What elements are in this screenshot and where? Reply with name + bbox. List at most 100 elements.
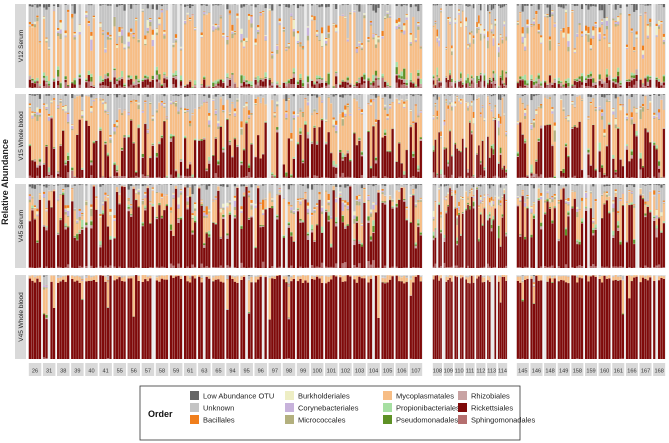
bar-segment (158, 192, 161, 203)
bar-segment (71, 125, 74, 130)
bar-segment (594, 169, 597, 171)
bar-segment (200, 184, 203, 186)
bar-segment (353, 12, 356, 85)
bar-segment (137, 176, 140, 178)
bar-segment (438, 46, 440, 79)
bar-segment (505, 132, 507, 135)
bar-segment (71, 98, 74, 125)
bar-segment (115, 79, 119, 82)
bar-segment (174, 42, 178, 71)
bar-segment (85, 94, 88, 96)
bar-segment (530, 124, 533, 125)
bar-segment (160, 100, 164, 103)
bar-segment (149, 81, 152, 88)
bar-segment (163, 103, 166, 104)
bar-segment (273, 117, 276, 175)
bar-segment (78, 94, 81, 96)
bar-segment (639, 107, 642, 109)
bar-segment (483, 33, 486, 36)
bar-segment (355, 94, 359, 101)
bar-segment (242, 107, 246, 109)
bar-segment (212, 99, 215, 100)
bar-segment (445, 49, 448, 77)
bar-segment (240, 161, 243, 164)
bar-segment (544, 81, 547, 83)
bar-segment (377, 79, 380, 86)
bar-segment (52, 148, 56, 149)
bar-segment (71, 17, 74, 19)
bar-segment (135, 75, 138, 76)
bar-segment (101, 33, 105, 35)
bar-segment (205, 4, 208, 6)
bar-segment (434, 106, 437, 139)
bar-segment (445, 82, 448, 88)
bar-segment (42, 103, 46, 105)
bar-segment (299, 133, 302, 135)
bar-segment (469, 87, 471, 88)
bar-segment (544, 97, 547, 126)
bar-segment (414, 41, 417, 43)
bar-segment (488, 95, 491, 103)
bar-segment (193, 138, 197, 140)
bar-segment (605, 74, 608, 77)
bar-segment (118, 184, 121, 185)
bar-segment (381, 94, 384, 98)
bar-segment (434, 21, 437, 23)
bar-segment (301, 163, 305, 178)
bar-segment (469, 44, 471, 47)
bar-segment (254, 44, 257, 46)
bar-segment (454, 106, 457, 107)
bar-segment (621, 105, 625, 107)
bar-segment (454, 94, 457, 96)
bar-segment (580, 94, 584, 99)
bar-segment (301, 94, 305, 113)
bar-segment (562, 111, 565, 169)
bar-segment (214, 80, 217, 84)
bar-segment (369, 102, 373, 105)
bar-segment (657, 26, 661, 29)
bar-segment (127, 201, 130, 205)
bar-segment (567, 82, 570, 87)
bar-segment (346, 4, 349, 5)
bar-segment (214, 28, 217, 30)
bar-segment (299, 94, 302, 95)
bar-segment (292, 19, 295, 29)
bar-segment (386, 4, 389, 5)
bar-segment (193, 4, 197, 27)
bar-segment (497, 4, 500, 6)
bar-segment (447, 79, 449, 88)
bar-segment (560, 94, 563, 100)
bar-segment (45, 187, 48, 209)
bar-segment (497, 86, 500, 88)
bar-segment (605, 4, 608, 18)
bar-segment (193, 216, 197, 221)
bar-segment (296, 115, 300, 117)
bar-segment (479, 162, 482, 165)
bar-segment (619, 87, 622, 88)
bar-segment (264, 94, 267, 104)
bar-segment (440, 138, 442, 170)
bar-segment (31, 118, 34, 161)
bar-segment (641, 50, 645, 55)
bar-segment (135, 171, 138, 173)
bar-segment (130, 31, 133, 33)
bar-segment (198, 108, 201, 109)
bar-segment (177, 208, 180, 209)
bar-segment (492, 154, 495, 177)
bar-segment (662, 128, 665, 129)
bar-segment (163, 195, 166, 210)
bar-segment (414, 104, 417, 106)
bar-segment (398, 21, 401, 25)
bar-segment (483, 121, 486, 167)
bar-segment (90, 184, 93, 205)
bar-segment (208, 85, 211, 87)
bar-segment (228, 141, 232, 143)
bar-segment (553, 24, 556, 27)
bar-segment (203, 15, 206, 76)
bar-segment (47, 200, 51, 268)
bar-segment (254, 38, 257, 43)
bar-segment (325, 85, 328, 88)
bar-segment (344, 18, 347, 82)
bar-segment (160, 9, 164, 11)
bar-segment (483, 169, 486, 171)
